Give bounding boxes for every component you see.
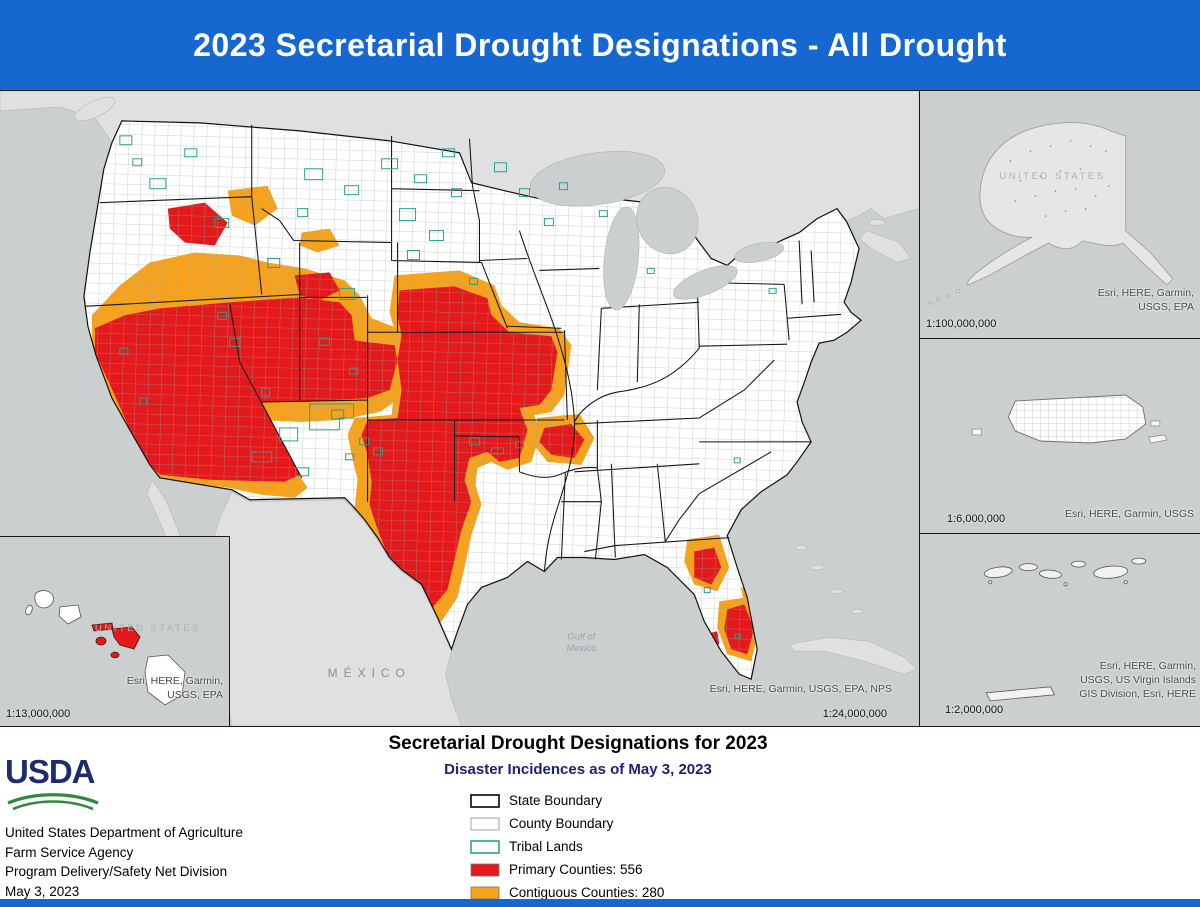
legend-title: Secretarial Drought Designations for 202… [388, 733, 768, 754]
big-island [144, 654, 186, 706]
county-boundary-swatch [470, 816, 500, 831]
oahu-island [58, 604, 82, 625]
gulf-label-line1: Gulf of [567, 631, 596, 642]
virgin-islands-inset-svg [920, 534, 1200, 726]
legend-label: State Boundary [509, 793, 603, 808]
pr-outlying-islands [971, 420, 1168, 444]
lake-ontario [734, 242, 784, 263]
main-map-attribution: Esri, HERE, Garmin, USGS, EPA, NPS [709, 683, 892, 695]
great-lakes [529, 151, 784, 311]
bahamas-island [794, 545, 808, 551]
bottom-accent-strip [0, 899, 1200, 907]
aleutian-islands [928, 289, 961, 305]
legend-subtitle: Disaster Incidences as of May 3, 2023 [444, 761, 712, 778]
bahamas-island [830, 588, 844, 594]
nova-scotia [858, 230, 912, 263]
usda-swoosh-icon [7, 793, 99, 811]
kahoolawe-island [110, 651, 120, 659]
usda-block: USDA United States Department of Agricul… [5, 755, 335, 901]
legend-label: Contiguous Counties: 280 [509, 885, 665, 900]
tribal-lands [119, 135, 777, 639]
cuba [788, 636, 918, 675]
puerto-rico-island [1007, 394, 1147, 444]
hawaii-attribution: Esri, HERE, Garmin, USGS, EPA [126, 675, 223, 701]
st-croix-island [985, 686, 1056, 702]
virgin-islands-attribution: Esri, HERE, Garmin, USGS, US Virgin Isla… [1079, 660, 1196, 700]
legend-item-tribal-lands: Tribal Lands [470, 835, 861, 858]
main-map-scale: 1:24,000,000 [822, 708, 887, 720]
lake-michigan [603, 206, 640, 311]
mexico-label: MÉXICO [328, 665, 411, 680]
usda-logo: USDA [5, 753, 96, 790]
legend-item-primary-counties: Primary Counties: 556 [470, 858, 861, 881]
vancouver-island [74, 96, 116, 121]
legend-item-contiguous-counties: Contiguous Counties: 280 [470, 881, 861, 904]
legend-block: Secretarial Drought Designations for 202… [295, 733, 861, 904]
hawaii-nondesignated-islands [25, 590, 186, 706]
legend-label: Tribal Lands [509, 839, 583, 854]
alaska-scale: 1:100,000,000 [926, 318, 997, 330]
puerto-rico-scale: 1:6,000,000 [947, 513, 1006, 525]
alaska-inset-svg: UNITED STATES [920, 91, 1200, 338]
puerto-rico-inset-svg [920, 339, 1200, 533]
tribal-lands-swatch [470, 839, 500, 854]
legend-item-county-boundary: County Boundary [470, 812, 861, 835]
alaska-attribution: Esri, HERE, Garmin, USGS, EPA [1097, 287, 1194, 313]
alaska-united-states-label: UNITED STATES [999, 171, 1105, 182]
alaska-inset-panel: UNITED STATES Esri, HERE, Garmin, USGS, … [920, 91, 1200, 339]
virgin-islands-group [983, 557, 1147, 702]
hawaii-scale: 1:13,000,000 [6, 708, 71, 720]
alaska-landmass [967, 122, 1174, 286]
bahamas-island [850, 608, 864, 614]
org-line-department: United States Department of Agriculture [5, 825, 243, 840]
lake-huron [636, 187, 699, 255]
hawaii-inset-panel: UNITED STATES Esri, HERE, Garmin, USGS, … [0, 536, 230, 726]
legend-label: Primary Counties: 556 [509, 862, 643, 877]
hawaii-primary-islands [91, 622, 141, 659]
niihau-island [25, 604, 33, 616]
state-boundaries [84, 124, 842, 572]
virgin-islands-scale: 1:2,000,000 [945, 704, 1004, 716]
hawaii-united-states-label: UNITED STATES [95, 623, 201, 634]
primary-counties-swatch [470, 863, 500, 876]
gulf-label-line2: Mexico [566, 643, 596, 654]
legend-list: State Boundary County Boundary Tribal La… [470, 789, 861, 904]
bahamas-island [809, 564, 825, 571]
org-lines: United States Department of Agriculture … [5, 823, 335, 901]
lanai-island [95, 636, 107, 646]
org-line-agency: Farm Service Agency [5, 844, 134, 860]
hawaii-inset-svg: UNITED STATES [0, 537, 229, 726]
contiguous-counties-swatch [470, 886, 500, 899]
lake-erie [673, 265, 738, 300]
legend-label: County Boundary [509, 816, 614, 831]
title-banner: 2023 Secretarial Drought Designations - … [0, 0, 1200, 90]
state-boundary-swatch [470, 793, 500, 808]
vi-ocean [920, 534, 1200, 726]
alaska-borough-dots [1009, 140, 1110, 217]
org-line-division: Program Delivery/Safety Net Division [5, 864, 228, 879]
virgin-islands-inset-panel: Esri, HERE, Garmin, USGS, US Virgin Isla… [920, 534, 1200, 726]
legend-item-state-boundary: State Boundary [470, 789, 861, 812]
prince-edward-island [868, 219, 886, 226]
footer: USDA United States Department of Agricul… [0, 727, 1200, 901]
maui-island [111, 626, 141, 650]
lake-superior [529, 151, 666, 207]
org-line-date: May 3, 2023 [5, 883, 80, 899]
puerto-rico-attribution: Esri, HERE, Garmin, USGS [1065, 508, 1194, 520]
page-title: 2023 Secretarial Drought Designations - … [193, 26, 1007, 63]
kauai-island [34, 590, 54, 609]
puerto-rico-inset-panel: Esri, HERE, Garmin, USGS 1:6,000,000 [920, 339, 1200, 534]
map-area: MÉXICO Gulf of Mexico Esri, HERE, Garmin… [0, 90, 1200, 727]
